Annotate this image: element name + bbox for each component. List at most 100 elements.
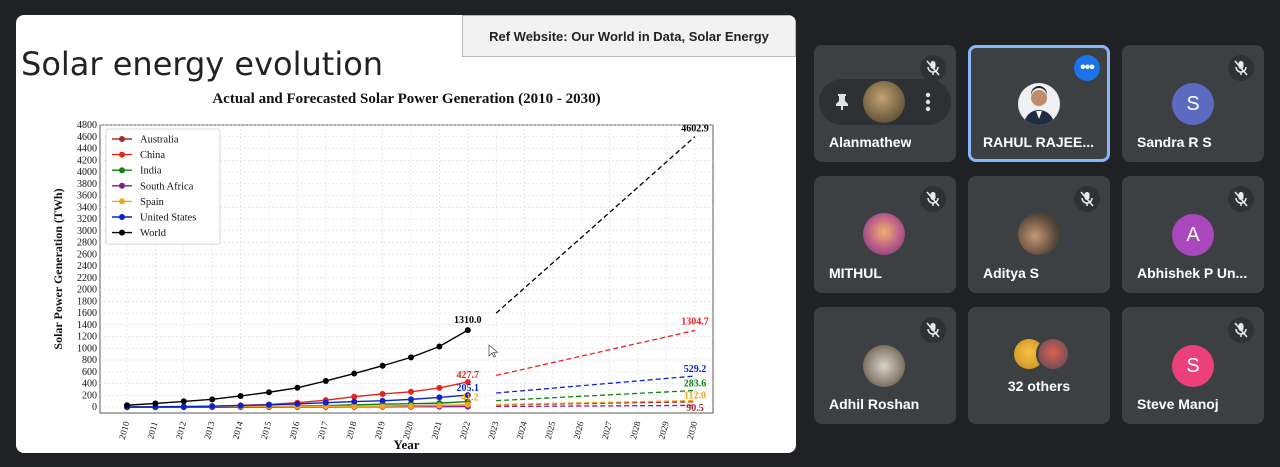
x-tick-label: 2023: [486, 420, 500, 440]
y-tick-label: 3000: [77, 226, 97, 237]
data-point-china: [464, 378, 471, 385]
more-options-icon[interactable]: [925, 92, 931, 112]
data-point-spain: [379, 403, 386, 410]
others-count: 32 others: [1007, 378, 1071, 394]
x-tick-label: 2011: [145, 420, 159, 440]
participant-name: Sandra R S: [1137, 134, 1212, 150]
forecast-line-china: [496, 329, 696, 377]
more-options-button[interactable]: •••: [1074, 55, 1100, 81]
y-tick-label: 4800: [77, 120, 97, 131]
solar-chart: Actual and Forecasted Solar Power Genera…: [51, 91, 714, 452]
y-tick-label: 1000: [77, 343, 97, 354]
participant-name: Steve Manoj: [1137, 396, 1219, 412]
data-label: 1304.7: [681, 316, 709, 327]
y-tick-label: 0: [92, 402, 97, 413]
participant-tile-rahul[interactable]: ••• RAHUL RAJEE...: [968, 45, 1110, 162]
x-tick-label: 2013: [202, 420, 216, 440]
data-point-spain: [408, 402, 414, 409]
forecast-line-south-africa: [496, 404, 696, 408]
y-axis-label: Solar Power Generation (TWh): [51, 188, 65, 349]
data-point-united-states: [180, 403, 187, 410]
data-point-world: [408, 354, 414, 361]
y-tick-label: 200: [82, 390, 97, 401]
legend-label: South Africa: [140, 181, 194, 192]
legend-marker: [119, 214, 125, 220]
y-tick-label: 2000: [77, 285, 97, 296]
participant-tile-mithul[interactable]: MITHUL: [814, 176, 956, 293]
x-tick-label: 2021: [429, 420, 443, 440]
y-tick-label: 4400: [77, 144, 97, 155]
data-label: 90.5: [686, 403, 704, 414]
x-tick-label: 2015: [259, 420, 273, 440]
x-tick-label: 2022: [458, 420, 472, 440]
y-tick-label: 400: [82, 379, 97, 390]
participant-avatar: [863, 81, 905, 123]
pin-icon[interactable]: [834, 93, 850, 111]
data-label: 427.7: [457, 370, 480, 381]
data-point-spain: [436, 402, 443, 409]
mic-off-icon: [1228, 317, 1254, 343]
x-tick-label: 2027: [600, 420, 614, 440]
participant-tile-adhil[interactable]: Adhil Roshan: [814, 307, 956, 424]
participant-avatar: [1018, 213, 1060, 255]
x-axis-label: Year: [394, 437, 420, 452]
x-tick-label: 2030: [685, 420, 699, 440]
participant-avatar: S: [1172, 345, 1214, 387]
y-tick-label: 3600: [77, 191, 97, 202]
mic-off-icon: [1228, 186, 1254, 212]
y-tick-label: 600: [82, 367, 97, 378]
participant-name: Aditya S: [983, 265, 1040, 281]
participant-tile-sandra[interactable]: S Sandra R S: [1122, 45, 1264, 162]
data-point-world: [237, 392, 244, 399]
x-tick-label: 2029: [657, 420, 671, 440]
mic-off-icon: [920, 186, 946, 212]
data-point-spain: [464, 401, 471, 408]
participant-tile-abhishek[interactable]: A Abhishek P Un...: [1122, 176, 1264, 293]
x-tick-label: 2012: [174, 420, 188, 440]
legend-label: China: [140, 150, 165, 161]
participant-name: RAHUL RAJEE...: [983, 134, 1094, 150]
ref-website-box: Ref Website: Our World in Data, Solar En…: [462, 15, 796, 57]
participant-avatar: [1036, 337, 1070, 371]
x-tick-label: 2017: [316, 420, 330, 440]
forecast-line-united-states: [496, 375, 696, 394]
y-tick-label: 1600: [77, 308, 97, 319]
legend-marker: [119, 151, 125, 158]
data-point-world: [379, 362, 386, 369]
legend-marker: [119, 229, 125, 236]
participant-name: Adhil Roshan: [829, 396, 920, 412]
participant-avatar: [1018, 83, 1060, 125]
y-tick-label: 2200: [77, 273, 97, 284]
participant-tile-alanmathew[interactable]: Alanmathew: [814, 45, 956, 162]
data-label: 529.2: [684, 364, 707, 375]
x-tick-label: 2026: [571, 420, 585, 440]
legend-label: World: [140, 228, 167, 239]
data-point-world: [180, 398, 187, 405]
participant-avatar: [863, 345, 905, 387]
mic-off-icon: [920, 317, 946, 343]
legend-box: [105, 128, 221, 245]
mic-off-icon: [1228, 55, 1254, 81]
participant-tile-steve[interactable]: S Steve Manoj: [1122, 307, 1264, 424]
data-point-china: [436, 384, 443, 391]
participant-name: MITHUL: [829, 265, 882, 281]
forecast-line-spain: [496, 399, 696, 406]
y-tick-label: 2400: [77, 261, 97, 272]
participant-tile-others[interactable]: 32 others: [968, 307, 1110, 424]
participant-avatar: S: [1172, 83, 1214, 125]
data-point-united-states: [209, 403, 216, 410]
chart-title: Actual and Forecasted Solar Power Genera…: [212, 91, 600, 107]
data-point-united-states: [322, 399, 329, 406]
data-label: 283.6: [684, 378, 707, 389]
participant-tile-aditya[interactable]: Aditya S: [968, 176, 1110, 293]
x-tick-label: 2028: [628, 420, 642, 440]
y-tick-label: 3800: [77, 179, 97, 190]
y-tick-label: 1800: [77, 296, 97, 307]
data-label: 205.1: [457, 383, 480, 394]
data-point-world: [294, 384, 301, 391]
x-tick-label: 2025: [543, 420, 557, 440]
data-point-world: [351, 370, 358, 377]
slide-title: Solar energy evolution: [21, 45, 384, 83]
legend-label: Spain: [140, 197, 165, 208]
y-tick-label: 4000: [77, 167, 97, 178]
